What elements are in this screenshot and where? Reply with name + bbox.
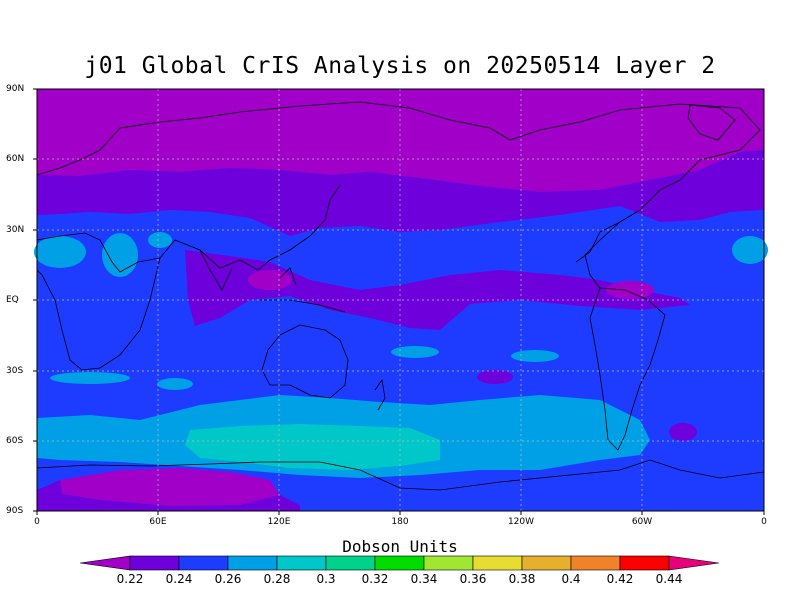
field-cyan-patch	[511, 350, 559, 362]
lon-label-120w: 120W	[507, 517, 535, 527]
lon-label-0-east: 0	[761, 517, 767, 527]
colorbar-tick-label: 0.32	[361, 572, 389, 586]
field-tropical-patch	[248, 270, 292, 290]
colorbar-tick-label: 0.34	[410, 572, 438, 586]
field-cyan-patch	[391, 346, 439, 358]
field-cyan-patch	[148, 232, 172, 248]
colorbar-tick-label: 0.3	[316, 572, 336, 586]
field-antarctic-band	[37, 480, 300, 511]
colorbar	[79, 555, 720, 571]
gridlines	[37, 89, 764, 511]
colorbar-arrow-low	[79, 555, 131, 571]
colorbar-tick-label: 0.28	[263, 572, 291, 586]
colorbar-tick-label: 0.42	[606, 572, 634, 586]
field-tropical-patch	[669, 423, 697, 441]
lat-label-60n: 60N	[6, 154, 25, 164]
lon-label-180: 180	[391, 517, 409, 527]
colorbar-segment	[423, 555, 474, 571]
field-north-band	[37, 150, 764, 236]
lat-label-eq: EQ	[6, 295, 19, 305]
colorbar-tick-label: 0.4	[561, 572, 581, 586]
lat-label-90s: 90S	[6, 506, 24, 516]
lon-label-0-west: 0	[34, 517, 40, 527]
colorbar-tick-label: 0.22	[116, 572, 144, 586]
colorbar-segment	[619, 555, 670, 571]
colorbar-segment	[472, 555, 523, 571]
field-south-core	[185, 424, 440, 470]
colorbar-tick-label: 0.38	[508, 572, 536, 586]
field-cyan-patch	[102, 233, 138, 277]
lon-label-60w: 60W	[631, 517, 653, 527]
lat-label-30n: 30N	[6, 225, 25, 235]
tick-marks	[33, 88, 765, 515]
colorbar-tick-label: 0.26	[214, 572, 242, 586]
field-cyan-patch	[732, 236, 768, 264]
colorbar-tick-label: 0.24	[165, 572, 193, 586]
colorbar-segment	[325, 555, 376, 571]
field-antarctic-patch	[60, 468, 280, 506]
colorbar-segment	[178, 555, 229, 571]
colorbar-segment	[521, 555, 572, 571]
lon-label-120e: 120E	[267, 517, 291, 527]
lat-label-30s: 30S	[6, 366, 24, 376]
colorbar-arrow-high	[668, 555, 720, 571]
map-title: j01 Global CrIS Analysis on 20250514 Lay…	[84, 53, 716, 79]
lat-label-90n: 90N	[6, 84, 25, 94]
field-tropical-patch	[477, 370, 513, 384]
field-cyan-patch	[50, 372, 130, 384]
field-cyan-patch	[157, 378, 193, 390]
lon-label-60e: 60E	[149, 517, 167, 527]
coastlines	[36, 101, 765, 491]
colorbar-segment	[276, 555, 327, 571]
colorbar-title: Dobson Units	[342, 537, 458, 556]
colorbar-segment	[570, 555, 621, 571]
field-tropical-patch	[606, 281, 654, 299]
field-cyan-patch	[34, 236, 86, 268]
colorbar-segment	[227, 555, 278, 571]
field-north-polar	[37, 89, 764, 192]
colorbar-segment	[374, 555, 425, 571]
field-tropical-band	[185, 250, 690, 330]
colorbar-tick-label: 0.44	[655, 572, 683, 586]
colorbar-tick-label: 0.36	[459, 572, 487, 586]
colorbar-segment	[129, 555, 180, 571]
lat-label-60s: 60S	[6, 436, 24, 446]
